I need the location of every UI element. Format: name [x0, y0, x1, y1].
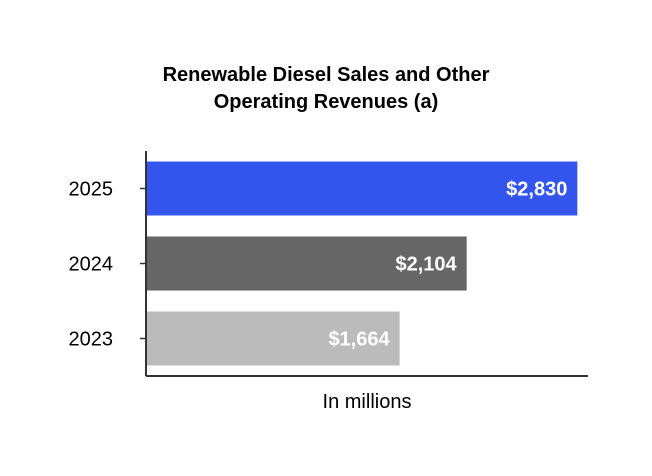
y-tick-label-2025: 2025 [69, 179, 114, 201]
y-tick-label-2024: 2024 [69, 254, 114, 276]
bar-2023 [146, 311, 400, 366]
bar-value-label-2023: $1,664 [328, 329, 390, 351]
labels-layer: $2,830 2025 $2,104 2024 $1,664 2023 [69, 179, 568, 351]
chart-title-line-1: Renewable Diesel Sales and Other [162, 64, 490, 86]
bar-2025 [146, 161, 578, 216]
bar-value-label-2025: $2,830 [506, 179, 567, 201]
bars-layer [146, 161, 578, 366]
bar-value-label-2024: $2,104 [396, 254, 458, 276]
chart-title-line-2: Operating Revenues (a) [213, 91, 439, 113]
x-axis-label: In millions [323, 391, 412, 413]
bar-2024 [146, 236, 467, 291]
chart-title: Renewable Diesel Sales and Other Operati… [0, 62, 652, 116]
y-tick-label-2023: 2023 [69, 329, 114, 351]
